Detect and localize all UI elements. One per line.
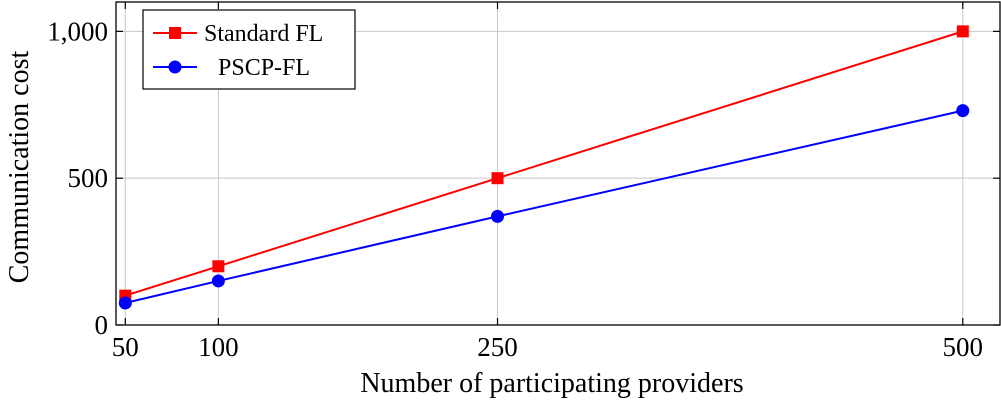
y-tick-label: 1,000 [47,16,108,46]
legend: Standard FL PSCP-FL [142,9,356,90]
x-axis-label: Number of participating providers [360,368,743,399]
x-tick-label: 50 [112,332,139,362]
legend-marker-square [169,27,181,39]
series-line [125,109,964,304]
legend-label: Standard FL [204,21,323,47]
data-point-circle [211,274,225,288]
x-tick-label: 250 [477,332,518,362]
data-point-circle [118,296,132,310]
series-line [125,30,964,297]
series-pscp-fl [118,104,970,310]
legend-marker-circle [168,60,182,74]
series-standard-fl [119,25,969,302]
data-point-square [956,25,969,38]
y-tick-label: 0 [95,310,109,340]
data-point-circle [956,104,970,118]
data-point-square [491,172,504,185]
series-layer [118,25,970,310]
legend-box [142,9,356,90]
x-axis-ticks: 50 100 250 500 [112,2,983,362]
x-tick-label: 100 [198,332,239,362]
x-tick-label: 500 [943,332,984,362]
y-axis-ticks: 0 500 1,000 [47,16,1000,340]
data-point-square [212,260,225,273]
data-point-circle [491,209,505,223]
plot-frame [115,1,1001,326]
legend-label: PSCP-FL [218,55,310,81]
y-tick-label: 500 [68,163,109,193]
y-axis-label: Communication cost [4,51,35,284]
